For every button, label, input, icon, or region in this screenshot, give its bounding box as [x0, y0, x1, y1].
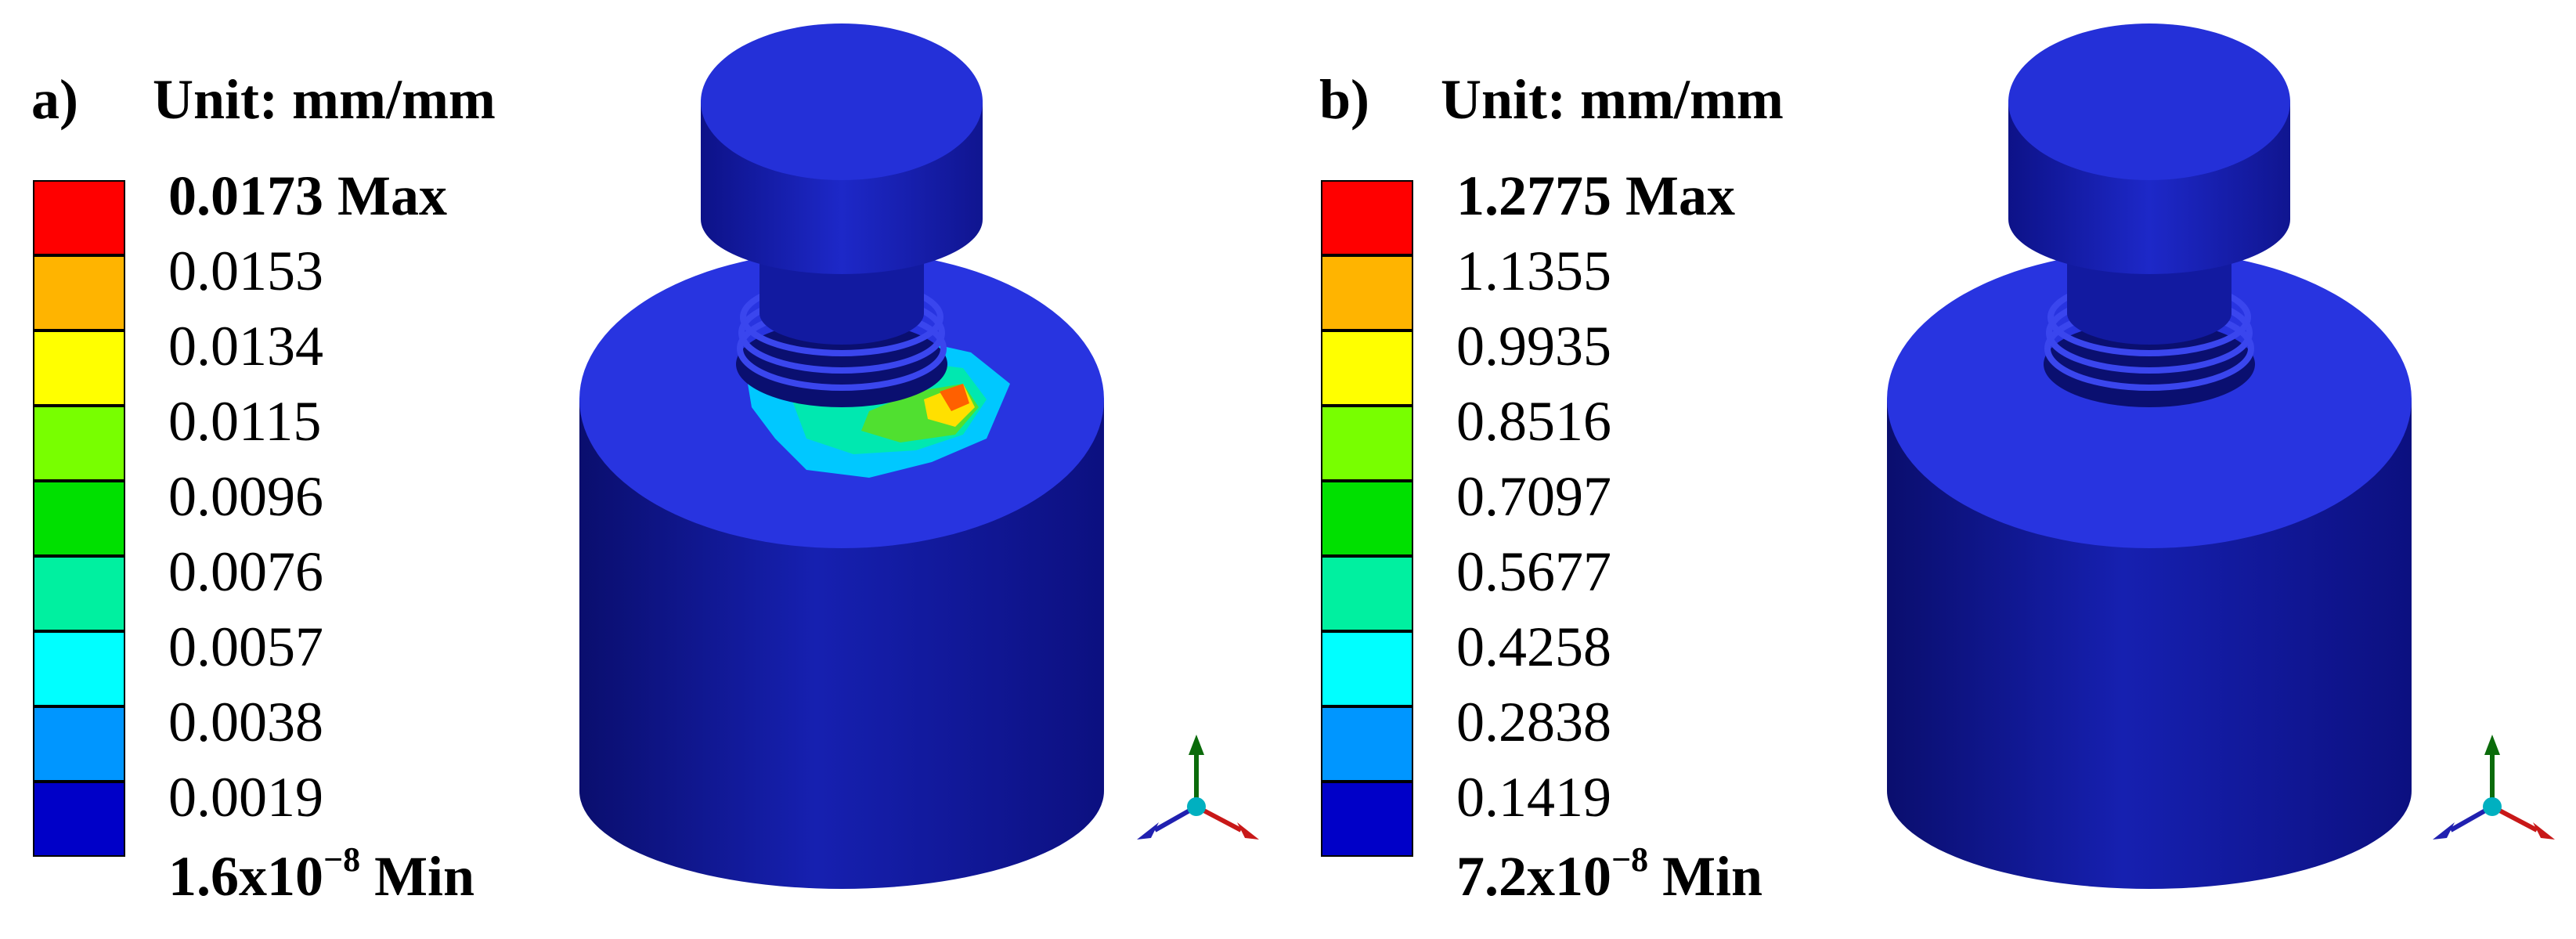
legend-swatch: [1321, 556, 1413, 631]
legend-level-label: 0.0115: [168, 390, 322, 453]
legend-level-label: 0.0134: [168, 315, 323, 377]
unit-label: Unit: mm/mm: [1441, 68, 1784, 131]
legend-level-label: 0.9935: [1456, 315, 1611, 377]
legend-level-label: 0.1419: [1456, 766, 1611, 829]
panel-tag: b): [1319, 68, 1370, 131]
min-exponent: −8: [323, 840, 361, 879]
legend-swatch: [1321, 631, 1413, 706]
legend-swatch: [33, 406, 125, 481]
min-value: 1.6x10: [168, 845, 323, 908]
min-suffix: Min: [1648, 845, 1763, 908]
coordinate-triad: [2433, 735, 2555, 840]
legend-level-label: 0.7097: [1456, 465, 1611, 528]
panel-b: b) Unit: mm/mm 1.2775 Max 1.1355 0.9935 …: [1288, 0, 2576, 939]
legend-level-label: 0.0076: [168, 540, 323, 603]
legend-level-label: 0.0096: [168, 465, 323, 528]
legend-swatch: [33, 180, 125, 255]
unit-label: Unit: mm/mm: [153, 68, 496, 131]
min-value: 7.2x10: [1456, 845, 1611, 908]
thread-ring: [2044, 321, 2255, 407]
legend-swatch: [1321, 481, 1413, 556]
screw-neck: [2067, 251, 2231, 345]
legend-level-label: 0.8516: [1456, 390, 1611, 453]
legend-swatch: [33, 706, 125, 782]
legend-level-label: 0.5677: [1456, 540, 1611, 603]
legend-max-label: 1.2775 Max: [1456, 164, 1735, 227]
legend-swatch: [1321, 706, 1413, 782]
legend-swatch: [1321, 782, 1413, 857]
legend-max-label: 0.0173 Max: [168, 164, 447, 227]
legend-swatch: [33, 782, 125, 857]
legend-level-label: 0.2838: [1456, 691, 1611, 753]
legend-level-label: 0.4258: [1456, 616, 1611, 678]
legend-swatch: [1321, 330, 1413, 406]
fe-model: [1887, 23, 2412, 889]
legend-min-label: 1.6x10−8 Min: [168, 840, 475, 909]
legend-level-label: 0.0038: [168, 691, 323, 753]
legend-level-label: 0.0019: [168, 766, 323, 829]
legend-swatch: [1321, 180, 1413, 255]
screw-neck: [759, 251, 924, 345]
screw-head-top: [2008, 23, 2290, 180]
legend-swatch: [33, 255, 125, 330]
legend-swatch: [33, 556, 125, 631]
legend-level-label: 0.0057: [168, 616, 323, 678]
panel-a: a) Unit: mm/mm 0.0173 Max 0.0153 0.0134 …: [31, 23, 1259, 909]
legend-swatch: [33, 481, 125, 556]
screw-head-top: [701, 23, 983, 180]
legend-level-label: 1.1355: [1456, 240, 1611, 302]
legend-min-label: 7.2x10−8 Min: [1456, 840, 1763, 909]
legend-swatch: [33, 631, 125, 706]
legend-swatch: [1321, 406, 1413, 481]
coordinate-triad: [1137, 735, 1259, 840]
fe-model: [579, 23, 1104, 889]
legend-swatch: [33, 330, 125, 406]
panel-tag: a): [31, 68, 78, 131]
min-suffix: Min: [360, 845, 475, 908]
min-exponent: −8: [1611, 840, 1649, 879]
legend-swatch: [1321, 255, 1413, 330]
legend-level-label: 0.0153: [168, 240, 323, 302]
thread-ring: [736, 321, 947, 407]
